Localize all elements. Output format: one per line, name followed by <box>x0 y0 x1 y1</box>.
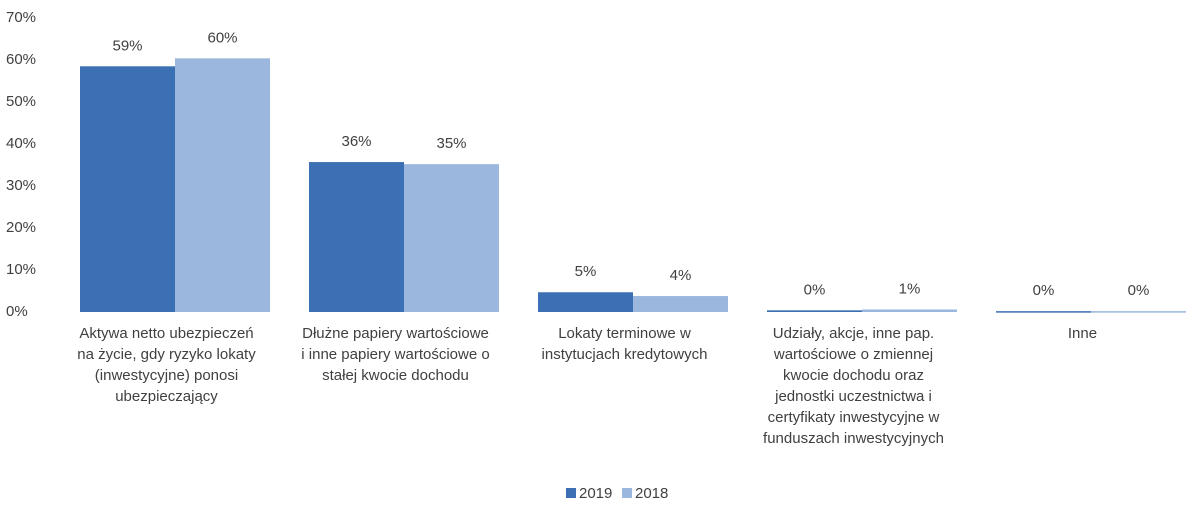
bar <box>1091 311 1186 313</box>
y-tick-label: 20% <box>6 219 36 236</box>
value-label: 36% <box>341 133 371 150</box>
y-tick-label: 10% <box>6 261 36 278</box>
x-tick-label: Udziały, akcje, inne pap. wartościowe o z… <box>763 325 944 447</box>
value-label: 60% <box>207 29 237 46</box>
bar <box>538 292 633 312</box>
legend-swatch <box>622 488 632 498</box>
bar <box>767 310 862 312</box>
value-label: 0% <box>1128 282 1150 299</box>
bar <box>309 162 404 312</box>
legend-swatch <box>566 488 576 498</box>
bar <box>996 311 1091 313</box>
value-label: 35% <box>436 135 466 152</box>
bar <box>404 164 499 312</box>
bar <box>862 309 957 312</box>
y-tick-label: 70% <box>6 9 36 26</box>
bar <box>633 296 728 312</box>
value-label: 5% <box>575 263 597 280</box>
bar <box>175 58 270 312</box>
x-tick-label: Aktywa netto ubezpieczeń na życie, gdy ry… <box>77 325 256 405</box>
legend-label: 2019 <box>579 485 612 502</box>
x-tick-label: Inne <box>1068 325 1097 342</box>
value-label: 1% <box>899 280 921 297</box>
y-tick-label: 0% <box>6 303 28 320</box>
x-tick-label: Dłużne papiery wartościowe i inne papiery… <box>301 325 489 384</box>
y-tick-label: 50% <box>6 93 36 110</box>
value-label: 4% <box>670 267 692 284</box>
bar <box>80 66 175 312</box>
value-label: 0% <box>1033 282 1055 299</box>
y-tick-label: 60% <box>6 51 36 68</box>
y-tick-label: 40% <box>6 135 36 152</box>
value-label: 0% <box>804 281 826 298</box>
value-label: 59% <box>112 37 142 54</box>
x-tick-label: Lokaty terminowe w instytucjach kredytowy… <box>542 325 708 363</box>
legend-label: 2018 <box>635 485 668 502</box>
y-tick-label: 30% <box>6 177 36 194</box>
